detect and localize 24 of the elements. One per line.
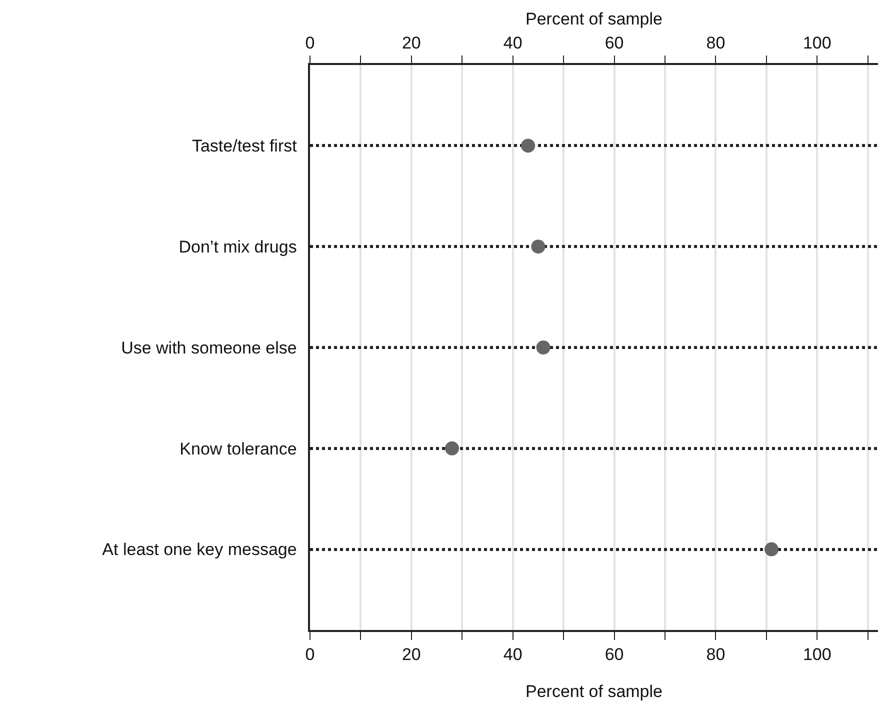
x-tick-label: 20 bbox=[402, 33, 421, 52]
x2-axis-title: Percent of sample bbox=[525, 10, 663, 28]
point bbox=[764, 542, 778, 556]
x2-tick-label: 60 bbox=[604, 645, 624, 664]
x2-tick-label: 0 bbox=[305, 645, 315, 664]
x2-tick-label: 40 bbox=[503, 645, 522, 664]
y-tick-label: Use with someone else bbox=[121, 338, 297, 358]
point bbox=[445, 441, 459, 456]
y-tick-label: At least one key message bbox=[102, 540, 297, 560]
x-axis-title: Percent of sample bbox=[525, 682, 663, 702]
x-tick-label: 100 bbox=[802, 33, 832, 52]
x2-tick-label: 80 bbox=[706, 645, 726, 664]
x-tick-label: 0 bbox=[305, 33, 315, 52]
x2-tick-label: 20 bbox=[402, 645, 421, 664]
point bbox=[531, 240, 546, 254]
x-tick-label: 80 bbox=[706, 33, 726, 52]
y-tick-label: Know tolerance bbox=[180, 439, 297, 458]
y-tick-label: Don’t mix drugs bbox=[178, 238, 297, 257]
x2-tick-label: 100 bbox=[802, 645, 832, 664]
point bbox=[536, 340, 550, 354]
y-tick-label: Taste/test first bbox=[192, 136, 298, 156]
x-tick-label: 40 bbox=[503, 33, 522, 52]
point bbox=[521, 138, 536, 153]
x-tick-label: 60 bbox=[604, 33, 624, 52]
